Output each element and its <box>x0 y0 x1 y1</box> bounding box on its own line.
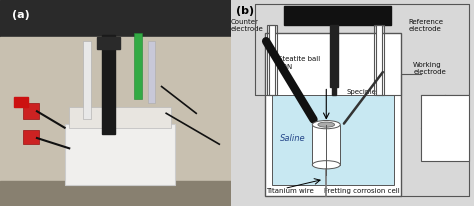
Bar <box>101 35 115 134</box>
Text: Steatite ball
10N: Steatite ball 10N <box>278 56 320 70</box>
Ellipse shape <box>312 161 340 169</box>
Bar <box>134 33 142 99</box>
Text: Potensiostat: Potensiostat <box>423 125 466 131</box>
Bar <box>267 25 276 95</box>
Bar <box>83 41 91 119</box>
Bar <box>14 97 27 107</box>
Text: Saline: Saline <box>280 133 305 143</box>
Text: Specimen: Specimen <box>346 89 381 95</box>
Ellipse shape <box>312 121 340 129</box>
Bar <box>420 95 469 161</box>
Bar <box>0 181 231 206</box>
Bar <box>269 25 274 95</box>
Bar <box>330 25 338 87</box>
Bar <box>97 37 120 49</box>
Bar <box>312 125 340 165</box>
Bar <box>284 6 392 25</box>
Text: Counter
electrode: Counter electrode <box>231 19 264 32</box>
Text: Working
electrode: Working electrode <box>413 62 446 75</box>
Bar <box>148 41 155 103</box>
Text: Titanium wire: Titanium wire <box>266 188 314 194</box>
Bar <box>0 0 231 37</box>
Bar <box>23 103 39 119</box>
Bar <box>0 37 231 185</box>
Ellipse shape <box>318 122 335 127</box>
Text: Reference
electrode: Reference electrode <box>408 19 443 32</box>
Bar <box>331 82 336 95</box>
Text: Chewing simulator: Chewing simulator <box>305 12 371 19</box>
Bar <box>375 25 382 95</box>
Bar <box>69 107 171 128</box>
Text: (a): (a) <box>11 10 29 20</box>
Bar <box>265 33 401 196</box>
Bar <box>64 124 175 185</box>
Text: Fretting corrosion cell: Fretting corrosion cell <box>325 188 400 194</box>
Text: (b): (b) <box>236 6 254 16</box>
Bar <box>23 130 39 144</box>
Bar <box>374 25 383 95</box>
Bar <box>272 95 394 185</box>
